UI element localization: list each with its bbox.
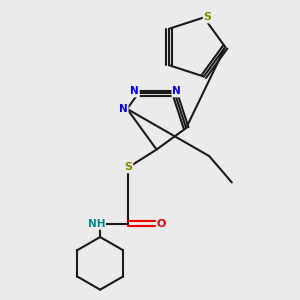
Text: S: S: [204, 13, 212, 22]
Text: N: N: [172, 86, 181, 97]
Text: O: O: [157, 219, 166, 229]
Text: N: N: [130, 86, 139, 97]
Text: NH: NH: [88, 219, 105, 229]
Text: S: S: [124, 162, 132, 172]
Text: N: N: [119, 104, 128, 114]
